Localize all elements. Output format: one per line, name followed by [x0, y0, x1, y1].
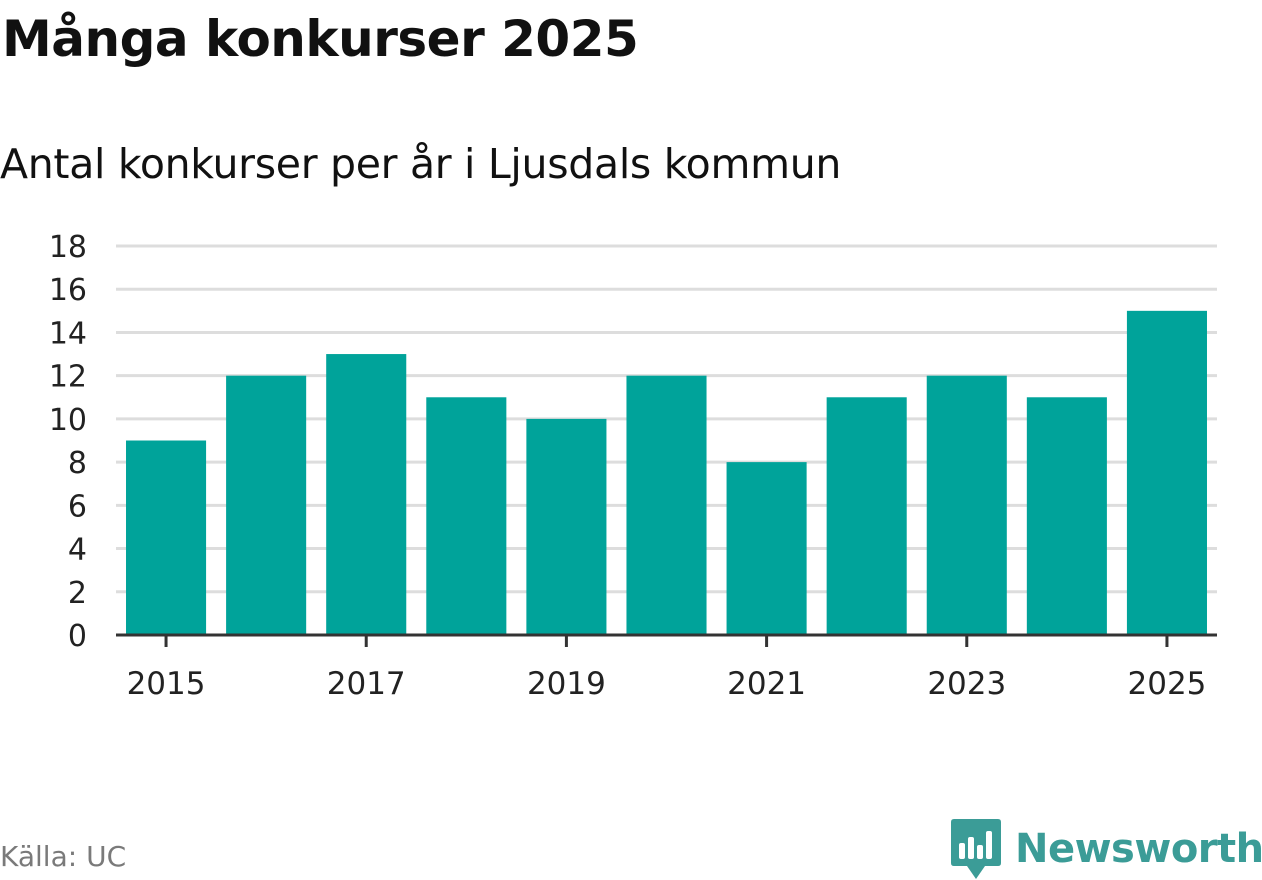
y-tick-label: 14 — [49, 316, 87, 351]
bars — [126, 310, 1207, 635]
bar-2015 — [126, 440, 207, 635]
bar-2021 — [726, 462, 807, 635]
y-tick-label: 18 — [49, 230, 87, 265]
y-tick-label: 2 — [68, 576, 87, 611]
chart-subtitle: Antal konkurser per år i Ljusdals kommun — [0, 140, 842, 188]
x-tick-label: 2023 — [927, 666, 1006, 702]
x-tick-label: 2019 — [527, 666, 606, 702]
source-note: Källa: UC — [0, 840, 127, 873]
bar-2019 — [526, 418, 607, 635]
bar-2016 — [226, 375, 307, 635]
y-tick-label: 4 — [68, 533, 87, 568]
x-tick-label: 2017 — [327, 666, 406, 702]
brand-name: Newsworthy — [1015, 826, 1262, 872]
y-tick-label: 12 — [49, 360, 87, 395]
bar-2018 — [426, 397, 507, 635]
chart-title: Många konkurser 2025 — [2, 10, 639, 68]
bar-2020 — [626, 375, 707, 635]
x-axis-ticks: 2015 2017 2019 2021 2023 2025 — [127, 635, 1207, 702]
newsworthy-logo: Newsworthy — [951, 818, 1262, 880]
x-tick-label: 2021 — [727, 666, 806, 702]
y-tick-label: 16 — [49, 273, 87, 308]
bar-2024 — [1026, 397, 1107, 635]
bar-2023 — [926, 375, 1007, 635]
y-tick-label: 8 — [68, 446, 87, 481]
newsworthy-logo-icon — [951, 819, 1001, 879]
y-tick-label: 10 — [49, 403, 87, 438]
x-tick-label: 2015 — [127, 666, 206, 702]
y-axis-ticks: 0 2 4 6 8 10 12 14 16 18 — [49, 230, 87, 654]
y-tick-label: 6 — [68, 489, 87, 524]
y-tick-label: 0 — [68, 619, 87, 654]
bar-2022 — [826, 397, 907, 635]
bar-2017 — [326, 354, 407, 635]
bar-2025 — [1126, 310, 1207, 635]
x-tick-label: 2025 — [1128, 666, 1207, 702]
